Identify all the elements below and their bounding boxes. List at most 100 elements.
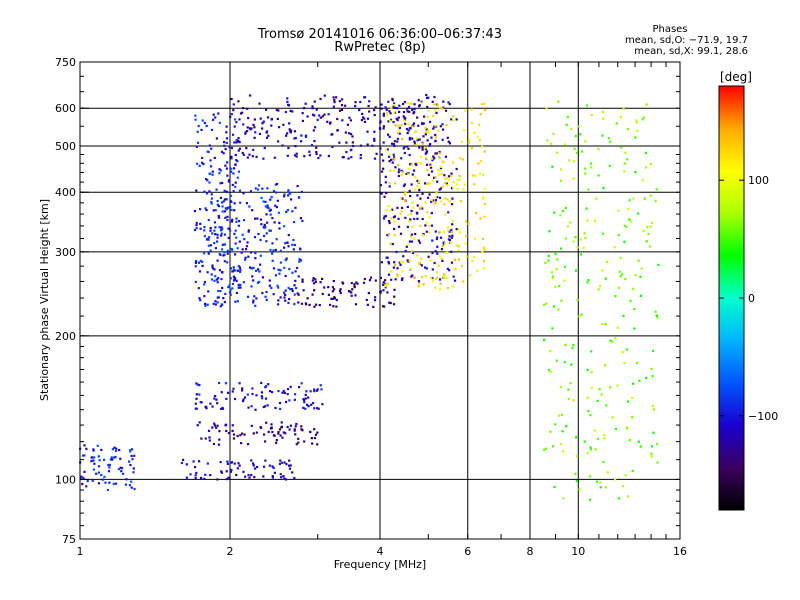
data-point [251, 209, 254, 212]
data-point [309, 430, 312, 434]
data-point [596, 437, 600, 440]
data-point [392, 266, 395, 269]
data-point [482, 173, 485, 176]
data-point [316, 443, 319, 446]
data-point [217, 112, 220, 115]
data-point [401, 102, 405, 106]
data-point [452, 186, 455, 189]
data-point [230, 461, 234, 464]
data-point [596, 399, 599, 403]
data-point [331, 297, 334, 301]
data-point [359, 100, 362, 104]
data-point [253, 217, 257, 220]
data-point [266, 206, 269, 209]
data-point [221, 286, 224, 290]
data-point [332, 96, 335, 99]
data-point [387, 204, 390, 208]
data-point [229, 288, 232, 291]
data-point [446, 184, 449, 187]
data-point [432, 103, 436, 106]
data-point [451, 220, 455, 223]
chart-title-line1: Tromsø 20141016 06:36:00–06:37:43 [257, 27, 503, 42]
data-point [247, 473, 250, 477]
data-point [434, 176, 437, 179]
data-point [464, 109, 467, 112]
data-point [410, 275, 413, 278]
data-point [415, 163, 418, 166]
data-point [274, 191, 278, 194]
data-point [235, 279, 238, 282]
data-point [282, 431, 285, 434]
data-point [262, 225, 265, 229]
data-point [219, 460, 222, 464]
data-point [599, 486, 602, 489]
data-point [93, 462, 96, 465]
data-point [617, 209, 620, 212]
data-point [319, 116, 322, 119]
data-point [203, 302, 207, 305]
data-point [273, 434, 276, 437]
data-point [396, 137, 400, 140]
data-point [252, 148, 255, 151]
data-point [313, 390, 316, 393]
data-point [428, 216, 431, 219]
data-point [285, 257, 288, 260]
data-point [545, 302, 548, 305]
data-point [234, 242, 237, 245]
data-point [437, 129, 440, 132]
data-point [392, 120, 395, 124]
data-point [315, 389, 319, 392]
data-point [311, 105, 314, 108]
data-point [458, 231, 461, 234]
data-point [277, 109, 280, 112]
data-point [429, 164, 433, 167]
data-point [103, 475, 106, 478]
data-point [91, 479, 94, 482]
data-point [413, 217, 416, 221]
data-point [482, 260, 486, 263]
data-point [381, 305, 385, 308]
data-point [446, 226, 449, 229]
data-point [237, 219, 241, 223]
data-point [210, 193, 213, 196]
data-point [332, 105, 335, 108]
data-point [590, 166, 593, 169]
data-point [340, 108, 344, 112]
data-point [230, 97, 233, 101]
data-point [287, 190, 290, 193]
data-point [237, 137, 240, 140]
data-point [248, 476, 251, 479]
data-point [373, 130, 376, 133]
data-point [380, 261, 384, 264]
data-point [458, 156, 462, 160]
data-point [227, 180, 230, 183]
data-point [247, 255, 250, 258]
data-point [359, 153, 362, 157]
data-point [609, 386, 612, 389]
data-point [555, 359, 558, 362]
data-point [237, 100, 240, 103]
data-point [409, 163, 412, 166]
data-point [428, 144, 431, 147]
data-point [303, 155, 306, 158]
data-point [389, 209, 392, 212]
data-point [287, 286, 290, 289]
data-point [411, 274, 414, 277]
data-point [353, 285, 356, 289]
data-point [253, 475, 256, 479]
data-point [262, 157, 265, 160]
data-point [329, 121, 332, 124]
data-point [209, 229, 212, 232]
data-point [436, 196, 439, 199]
data-point [269, 208, 272, 211]
data-point [132, 467, 135, 470]
data-point [624, 277, 627, 281]
data-point [238, 240, 241, 243]
data-point [276, 199, 279, 202]
data-point [287, 233, 290, 237]
data-point [201, 156, 204, 160]
data-point [442, 230, 445, 233]
data-point [386, 291, 389, 294]
data-point [609, 140, 612, 143]
data-point [391, 161, 394, 164]
